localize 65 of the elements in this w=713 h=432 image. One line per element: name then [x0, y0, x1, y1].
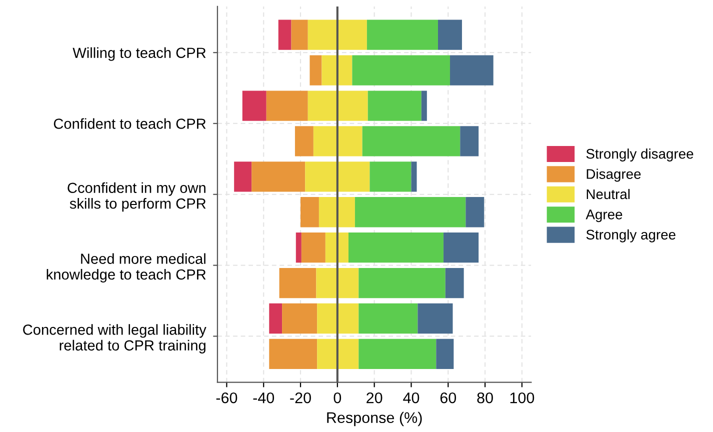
bar [317, 303, 359, 334]
bar [252, 162, 306, 192]
x-axis-title: Response (%) [327, 412, 422, 426]
bar [234, 162, 252, 192]
bar [308, 90, 368, 121]
bar [279, 268, 316, 298]
legend-label: Strongly agree [586, 229, 676, 242]
legend-label: Neutral [586, 188, 630, 200]
bar [445, 268, 464, 298]
bar [354, 197, 466, 228]
bar [460, 126, 479, 156]
bar [322, 55, 352, 86]
bar [450, 55, 494, 86]
bar [291, 20, 308, 50]
x-tick-label: -20 [290, 392, 311, 404]
x-tick-label: 100 [510, 392, 534, 404]
bar [436, 338, 454, 370]
bar [305, 162, 370, 192]
y-tick-label: Willing to teach CPR [72, 47, 206, 61]
x-tick-label: 80 [477, 392, 493, 404]
bar [438, 20, 462, 50]
bar [266, 90, 308, 121]
bar [294, 126, 314, 156]
bar [313, 126, 362, 156]
bar [358, 303, 418, 334]
y-tick-label: Cconfident in my own skills to perform CPR [68, 182, 206, 212]
bar [368, 90, 422, 121]
bar [325, 232, 348, 263]
bar [308, 20, 367, 50]
bar [317, 338, 359, 370]
bar [269, 338, 318, 370]
y-tick-label: Confident to teach CPR [54, 118, 206, 129]
y-tick-label: Concerned with legal liability related to CPR training [23, 324, 206, 354]
bar [411, 162, 417, 192]
bar [358, 268, 446, 298]
x-tick-label: 40 [403, 392, 420, 404]
y-tick-label: Need more medical knowledge to teach CPR [46, 253, 206, 283]
x-tick-label: -60 [216, 392, 238, 404]
bar [348, 232, 444, 263]
bar [296, 232, 302, 263]
bar [269, 303, 282, 334]
x-tick-label: 20 [366, 392, 382, 404]
bar [318, 197, 355, 228]
bar [370, 162, 412, 192]
x-tick-label: -40 [253, 392, 274, 404]
x-tick-label: 60 [440, 392, 456, 404]
x-tick-label: 0 [334, 392, 342, 404]
legend-label: Agree [586, 210, 622, 222]
bar [444, 232, 479, 263]
bar [418, 303, 453, 334]
legend-label: Disagree [586, 168, 641, 182]
bar [362, 126, 460, 156]
bar [352, 55, 450, 86]
bar [358, 338, 436, 370]
bar [421, 90, 427, 121]
legend-label: Strongly disagree [586, 148, 694, 162]
bar [301, 232, 326, 263]
bar [310, 55, 322, 86]
bar [282, 303, 318, 334]
bar [300, 197, 319, 228]
bar [366, 20, 438, 50]
bar [466, 197, 484, 228]
bar [242, 90, 266, 121]
bar [316, 268, 359, 298]
bar [278, 20, 292, 50]
